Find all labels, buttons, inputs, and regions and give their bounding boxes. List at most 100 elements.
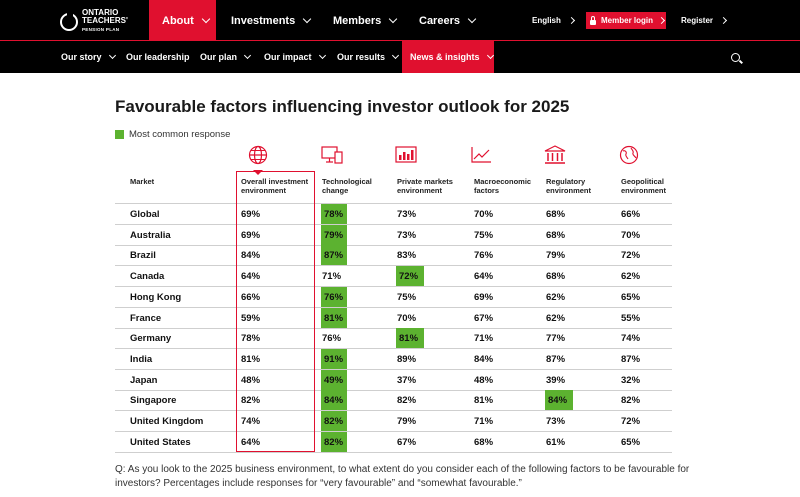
search-icon[interactable] — [731, 53, 740, 62]
market-header: Market — [130, 177, 155, 186]
col-header-line: Macroeconomic — [474, 177, 532, 186]
col-header-line: Geopolitical — [621, 177, 664, 186]
table-cell: 82% — [321, 411, 347, 432]
nav-careers[interactable]: Careers — [419, 0, 489, 41]
subnav-label: Our story — [61, 52, 102, 62]
table-divider — [115, 286, 672, 288]
legend-swatch — [115, 130, 124, 139]
table-cell: 32% — [621, 374, 641, 386]
nav-about[interactable]: About — [149, 0, 216, 41]
table-cell: 65% — [621, 291, 641, 303]
table-row-market: Australia — [130, 229, 171, 241]
col-header-line: change — [322, 186, 349, 195]
primary-nav: About Investments Members Careers — [149, 0, 489, 41]
member-login-button[interactable]: Member login — [586, 12, 666, 29]
chevron-right-icon — [567, 16, 575, 25]
col-header-macro: Macroeconomic factors — [474, 177, 531, 195]
table-cell: 78% — [241, 333, 261, 345]
subnav-label: Our leadership — [126, 52, 190, 62]
table-cell: 64% — [241, 271, 261, 283]
subnav-our-leadership[interactable]: Our leadership — [126, 41, 190, 73]
table-cell: 77% — [546, 333, 566, 345]
subnav-our-impact[interactable]: Our impact — [264, 41, 326, 73]
subnav-our-story[interactable]: Our story — [61, 41, 116, 73]
table-divider — [115, 327, 672, 329]
table-cell: 81% — [396, 328, 424, 350]
table-row-market: Brazil — [130, 250, 156, 262]
table-cell: 76% — [322, 333, 342, 345]
language-switch[interactable]: English — [532, 0, 575, 41]
table-cell: 70% — [397, 312, 417, 324]
table-divider — [115, 389, 672, 391]
table-cell: 82% — [621, 395, 641, 407]
nav-investments[interactable]: Investments — [231, 0, 320, 41]
table-cell: 84% — [321, 390, 347, 412]
table-cell: 79% — [546, 250, 566, 262]
table-cell: 73% — [397, 209, 417, 220]
table-cell: 55% — [621, 312, 641, 324]
subnav-label: Our impact — [264, 52, 312, 62]
table-cell: 68% — [546, 209, 566, 220]
table-cell: 78% — [321, 204, 347, 225]
nav-members[interactable]: Members — [333, 0, 408, 41]
table-cell: 76% — [474, 250, 494, 262]
table-cell: 69% — [474, 291, 494, 303]
table-divider — [115, 224, 672, 225]
chevron-down-icon — [243, 51, 252, 60]
table-row-market: Hong Kong — [130, 291, 182, 303]
subnav-news-insights[interactable]: News & insights — [402, 41, 494, 73]
table-cell: 76% — [321, 286, 347, 308]
table-row-market: Germany — [130, 333, 172, 345]
col-header-line: Overall investment — [241, 177, 309, 186]
world-icon — [619, 145, 639, 165]
table-cell: 37% — [397, 374, 417, 386]
results-table: Market Overall investment environment Te… — [115, 141, 672, 454]
table-divider — [115, 203, 672, 204]
table-cell: 84% — [241, 250, 261, 262]
table-cell: 67% — [397, 436, 417, 448]
nav-careers-label: Careers — [419, 14, 460, 27]
highlighted-column-outline — [236, 171, 315, 452]
chevron-down-icon — [389, 14, 398, 23]
brand-logo[interactable]: ONTARIO TEACHERS' PENSION PLAN — [60, 9, 128, 34]
globe-icon — [248, 145, 268, 165]
table-cell: 59% — [241, 312, 261, 324]
table-cell: 87% — [321, 245, 347, 267]
chevron-down-icon — [108, 51, 116, 60]
table-row-market: Japan — [130, 374, 158, 386]
chevron-down-icon — [391, 51, 400, 60]
subnav-our-plan[interactable]: Our plan — [200, 41, 252, 73]
register-label: Register — [681, 16, 714, 25]
secondary-nav — [0, 41, 800, 73]
table-row-market: Canada — [130, 271, 165, 283]
table-cell: 71% — [322, 271, 342, 283]
table-cell: 82% — [397, 395, 417, 407]
table-row-market: United States — [130, 436, 191, 448]
col-header-overall: Overall investment environment — [241, 177, 308, 195]
table-cell: 62% — [546, 312, 566, 324]
col-header-line: environment — [397, 186, 443, 195]
subnav-our-results[interactable]: Our results — [337, 41, 400, 73]
lock-icon — [590, 15, 596, 25]
table-row-market: Global — [130, 209, 160, 220]
table-cell: 81% — [321, 307, 347, 329]
table-cell: 81% — [474, 395, 494, 407]
subnav-label: News & insights — [410, 52, 480, 62]
page-title: Favourable factors influencing investor … — [115, 97, 570, 116]
legend: Most common response — [115, 129, 230, 140]
chevron-down-icon — [467, 14, 477, 23]
chevron-down-icon — [302, 14, 312, 23]
table-cell: 39% — [546, 374, 566, 386]
devices-icon — [321, 146, 343, 164]
logo-wordmark: ONTARIO TEACHERS' PENSION PLAN — [82, 9, 128, 34]
table-cell: 68% — [546, 229, 566, 241]
table-cell: 75% — [397, 291, 417, 303]
chevron-right-icon — [719, 16, 728, 25]
table-cell: 72% — [396, 266, 424, 288]
table-cell: 73% — [397, 229, 417, 241]
col-header-line: environment — [546, 186, 592, 195]
table-cell: 48% — [241, 374, 261, 386]
col-header-line: environment — [621, 186, 667, 195]
table-cell: 66% — [621, 209, 641, 220]
register-link[interactable]: Register — [681, 0, 728, 41]
